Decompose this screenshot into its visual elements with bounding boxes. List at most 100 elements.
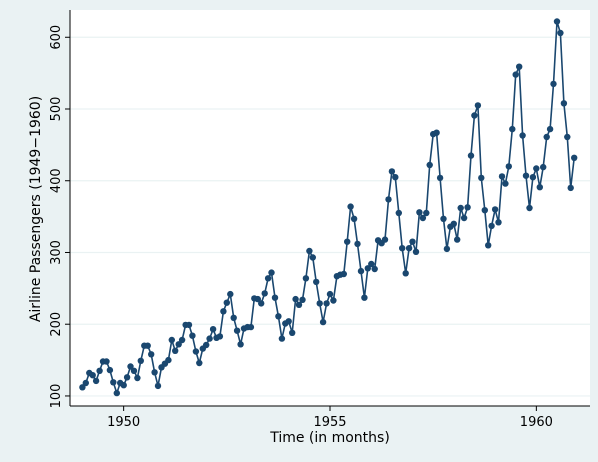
data-point [454, 236, 461, 243]
data-point [223, 299, 230, 306]
data-point [399, 245, 406, 252]
data-point [203, 341, 210, 349]
data-point [433, 129, 440, 136]
data-point [526, 204, 533, 212]
data-point [368, 260, 375, 268]
data-point [474, 102, 482, 109]
data-point [233, 327, 241, 334]
data-point [543, 133, 550, 141]
data-point [271, 294, 279, 301]
data-point [560, 100, 568, 107]
data-point [546, 125, 554, 133]
data-point [450, 220, 457, 227]
data-point [299, 296, 306, 303]
data-point [134, 374, 141, 382]
data-point [175, 341, 182, 348]
data-point [540, 163, 547, 171]
data-point [120, 382, 127, 389]
data-point [330, 297, 337, 304]
data-point [154, 382, 162, 390]
data-point [192, 348, 200, 355]
data-point [258, 300, 265, 307]
axes: 100 200 300 400 500 600 1950 1955 1960 [49, 10, 590, 430]
y-tick-label: 100 [49, 384, 64, 409]
data-point [216, 333, 224, 340]
data-point [89, 372, 96, 379]
data-point [529, 174, 537, 181]
data-point [361, 294, 368, 301]
data-point [172, 347, 179, 354]
data-point [350, 215, 358, 222]
data-point [165, 356, 172, 364]
data-point [189, 332, 196, 339]
data-point [185, 321, 193, 329]
data-point [519, 132, 526, 139]
y-tick-label: 300 [49, 240, 64, 265]
data-point [340, 270, 347, 278]
data-point [495, 219, 502, 226]
data-point [344, 238, 351, 245]
data-point [423, 209, 430, 217]
data-point [247, 323, 255, 331]
y-tick-label: 200 [49, 312, 64, 337]
data-point [364, 265, 371, 272]
data-point [571, 154, 578, 161]
data-point [323, 300, 330, 307]
y-tick-label: 400 [49, 168, 64, 193]
data-point [306, 247, 313, 255]
data-point [261, 290, 268, 297]
y-tick-label: 500 [49, 97, 64, 122]
plot-area [70, 10, 590, 406]
data-point [443, 245, 451, 253]
data-point [168, 336, 175, 344]
data-point [412, 248, 420, 255]
data-point [347, 203, 354, 210]
data-point [275, 313, 282, 320]
data-point [464, 204, 471, 211]
data-point [485, 242, 492, 249]
data-point [230, 314, 237, 321]
data-point [505, 163, 512, 170]
data-point [144, 342, 151, 349]
data-point [388, 168, 396, 175]
data-point [130, 367, 138, 374]
data-point [127, 363, 134, 370]
data-point [509, 125, 516, 133]
y-tick-label: 600 [49, 25, 64, 50]
data-point [357, 267, 365, 275]
data-point [268, 269, 275, 276]
data-point [354, 240, 361, 248]
grid-lines [70, 36, 590, 397]
data-point [557, 29, 564, 37]
data-point [395, 209, 402, 217]
data-point [392, 174, 399, 181]
data-point [106, 366, 114, 374]
data-point [151, 369, 158, 376]
x-axis-label: Time (in months) [269, 430, 390, 446]
data-point [436, 174, 444, 182]
data-point [137, 357, 144, 364]
data-point [516, 63, 523, 70]
data-point [206, 335, 213, 342]
data-point [123, 374, 131, 381]
data-point [491, 206, 499, 213]
data-point [381, 236, 389, 243]
data-point [416, 209, 423, 216]
data-point [289, 329, 296, 336]
data-point [533, 165, 540, 172]
data-point [316, 300, 323, 307]
data-point [460, 214, 468, 222]
x-tick-label: 1955 [313, 415, 346, 430]
data-point [309, 254, 316, 261]
data-point [467, 152, 475, 159]
data-point [103, 358, 110, 365]
data-point [488, 222, 495, 230]
data-point [522, 172, 530, 179]
data-point [96, 367, 103, 374]
data-point [278, 335, 286, 342]
data-point [92, 377, 100, 385]
data-point [564, 133, 571, 141]
data-point [113, 389, 121, 397]
data-point [302, 275, 310, 282]
